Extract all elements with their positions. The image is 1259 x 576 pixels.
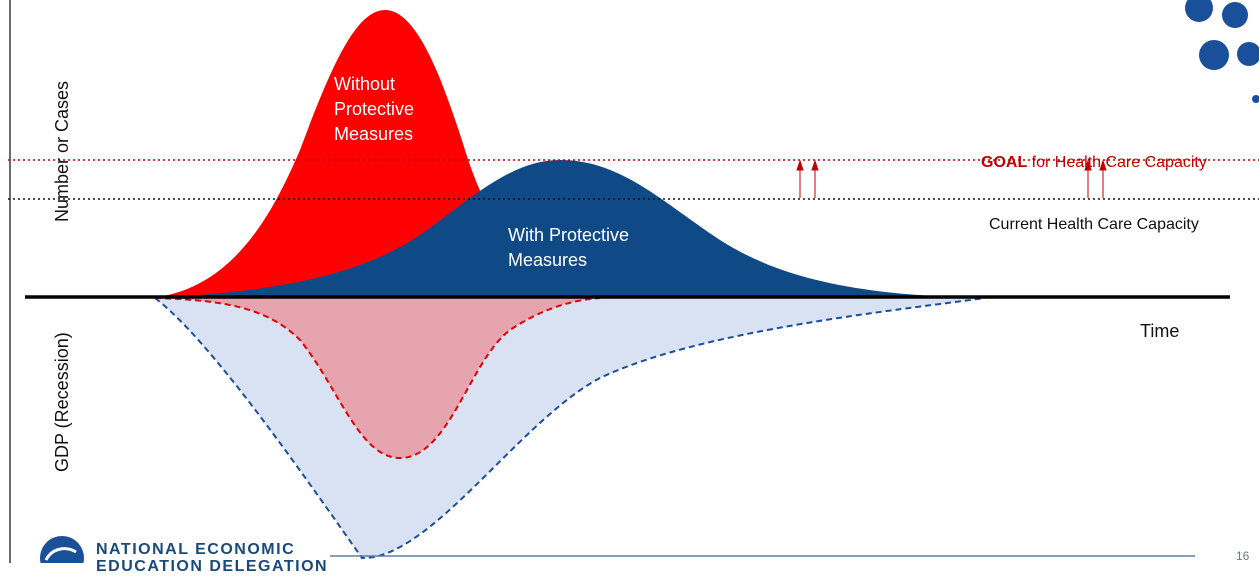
with-label-line: Measures bbox=[508, 250, 588, 270]
brand-dot-icon bbox=[1237, 42, 1259, 66]
brand-dot-icon bbox=[1199, 40, 1229, 70]
without-measures-label: Without Protective Measures bbox=[334, 72, 414, 147]
left-border-line bbox=[9, 0, 11, 563]
y-axis-gdp-label: GDP (Recession) bbox=[52, 332, 72, 472]
brand-dot-icon bbox=[1222, 2, 1248, 28]
capacity-increase-arrows bbox=[796, 159, 1107, 198]
with-label-line: With Protective bbox=[508, 225, 630, 245]
current-capacity-label: Current Health Care Capacity bbox=[989, 216, 1199, 233]
page-number: 16 bbox=[1236, 549, 1250, 563]
flatten-curve-diagram bbox=[8, 10, 1259, 563]
logo-emblem-icon bbox=[40, 536, 84, 563]
recession-without-measures-area bbox=[155, 298, 600, 459]
recession-with-measures-area bbox=[155, 298, 985, 559]
without-label-line: Measures bbox=[334, 124, 414, 144]
org-name-line1: NATIONAL ECONOMIC bbox=[96, 541, 296, 558]
with-measures-label: With Protective Measures bbox=[508, 223, 629, 273]
goal-rest-text: for Health Care Capacity bbox=[1027, 154, 1207, 171]
goal-capacity-label: GOAL for Health Care Capacity bbox=[981, 154, 1207, 172]
recession-with-measures-outline bbox=[154, 297, 986, 560]
without-label-line: Protective bbox=[334, 99, 415, 119]
time-axis-label: Time bbox=[1140, 321, 1180, 341]
brand-dot-icon bbox=[1252, 95, 1259, 103]
recession-without-measures-outline bbox=[154, 297, 601, 460]
goal-bold-text: GOAL bbox=[981, 154, 1028, 171]
with-measures-curve bbox=[150, 160, 990, 298]
brand-dot-icon bbox=[1185, 0, 1213, 22]
y-axis-cases-label: Number or Cases bbox=[52, 80, 72, 222]
slide: Without Protective Measures With Protect… bbox=[8, 0, 1259, 575]
without-label-line: Without bbox=[334, 74, 396, 94]
org-name-line2: EDUCATION DELEGATION bbox=[96, 558, 329, 575]
